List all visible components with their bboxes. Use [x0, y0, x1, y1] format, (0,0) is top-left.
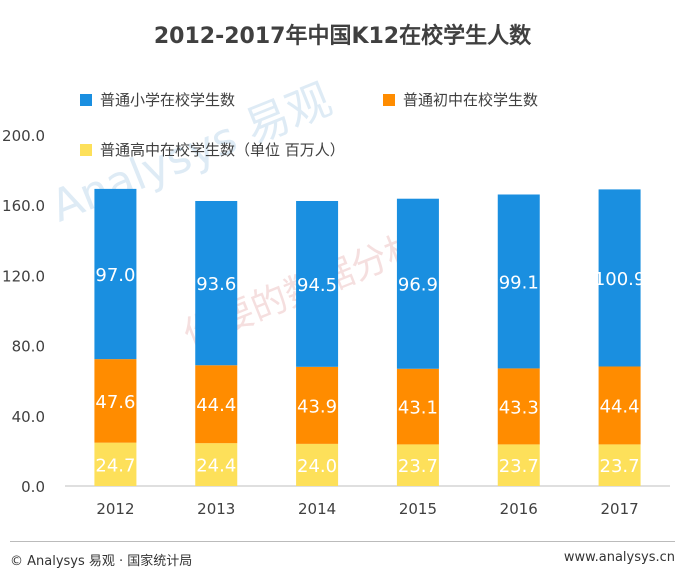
data-label: 96.9	[398, 275, 438, 296]
bar-segment	[195, 365, 238, 444]
legend-label-senior: 普通高中在校学生数（单位 百万人）	[100, 141, 345, 159]
data-label: 24.4	[196, 456, 236, 477]
x-tick-label: 2012	[96, 500, 134, 518]
chart-title: 2012-2017年中国K12在校学生人数	[153, 24, 532, 49]
bar-segment	[497, 368, 540, 445]
bar-segment	[598, 444, 641, 486]
bar-segment	[598, 189, 641, 367]
data-label: 44.4	[600, 396, 640, 417]
data-label: 43.1	[398, 398, 438, 419]
y-tick-label: 200.0	[2, 127, 45, 145]
legend-label-junior: 普通初中在校学生数	[403, 91, 539, 109]
bar-segment	[195, 443, 238, 486]
bar-segment	[396, 368, 439, 445]
legend-item-senior: 普通高中在校学生数（单位 百万人）	[80, 139, 345, 160]
legend-label-primary: 普通小学在校学生数	[100, 91, 236, 109]
x-tick-label: 2016	[500, 500, 538, 518]
x-tick-label: 2013	[197, 500, 235, 518]
bar-segment	[396, 444, 439, 486]
data-label: 23.7	[398, 456, 438, 477]
bar-segment	[497, 194, 540, 369]
data-label: 97.0	[95, 265, 135, 286]
data-label: 24.7	[95, 455, 135, 476]
data-label: 23.7	[499, 456, 539, 477]
footer-divider	[10, 541, 675, 542]
legend-item-junior: 普通初中在校学生数	[383, 89, 538, 110]
data-label: 100.9	[594, 269, 646, 290]
legend-swatch-senior	[80, 143, 92, 156]
data-label: 94.5	[297, 275, 337, 296]
data-label: 99.1	[499, 272, 539, 293]
y-tick-label: 120.0	[2, 267, 45, 285]
footer-source: © Analysys 易观 · 国家统计局	[10, 554, 193, 569]
data-label: 43.9	[297, 396, 337, 417]
bar-segment	[195, 200, 238, 366]
data-label: 47.6	[95, 392, 135, 413]
x-tick-label: 2014	[298, 500, 336, 518]
legend-item-primary: 普通小学在校学生数	[80, 89, 235, 110]
x-tick-label: 2017	[600, 500, 638, 518]
bar-segment	[94, 359, 137, 443]
bar-segment	[94, 442, 137, 486]
bar-segment	[598, 366, 641, 445]
data-label: 23.7	[600, 456, 640, 477]
bar-segment	[296, 443, 339, 486]
bar-segment	[396, 198, 439, 369]
y-tick-label: 80.0	[12, 338, 45, 356]
bar-segment	[296, 200, 339, 367]
data-label: 43.3	[499, 397, 539, 418]
y-tick-label: 0.0	[21, 478, 45, 496]
footer-website: www.analysys.cn	[563, 550, 675, 565]
x-tick-label: 2015	[399, 500, 437, 518]
bar-segment	[296, 366, 339, 444]
legend-swatch-junior	[383, 93, 395, 106]
bar-segment	[497, 444, 540, 486]
data-label: 24.0	[297, 456, 337, 477]
legend-swatch-primary	[80, 93, 92, 106]
data-label: 44.4	[196, 395, 236, 416]
bar-segment	[94, 188, 137, 360]
y-tick-label: 40.0	[12, 408, 45, 426]
y-tick-label: 160.0	[2, 197, 45, 215]
data-label: 93.6	[196, 274, 236, 295]
